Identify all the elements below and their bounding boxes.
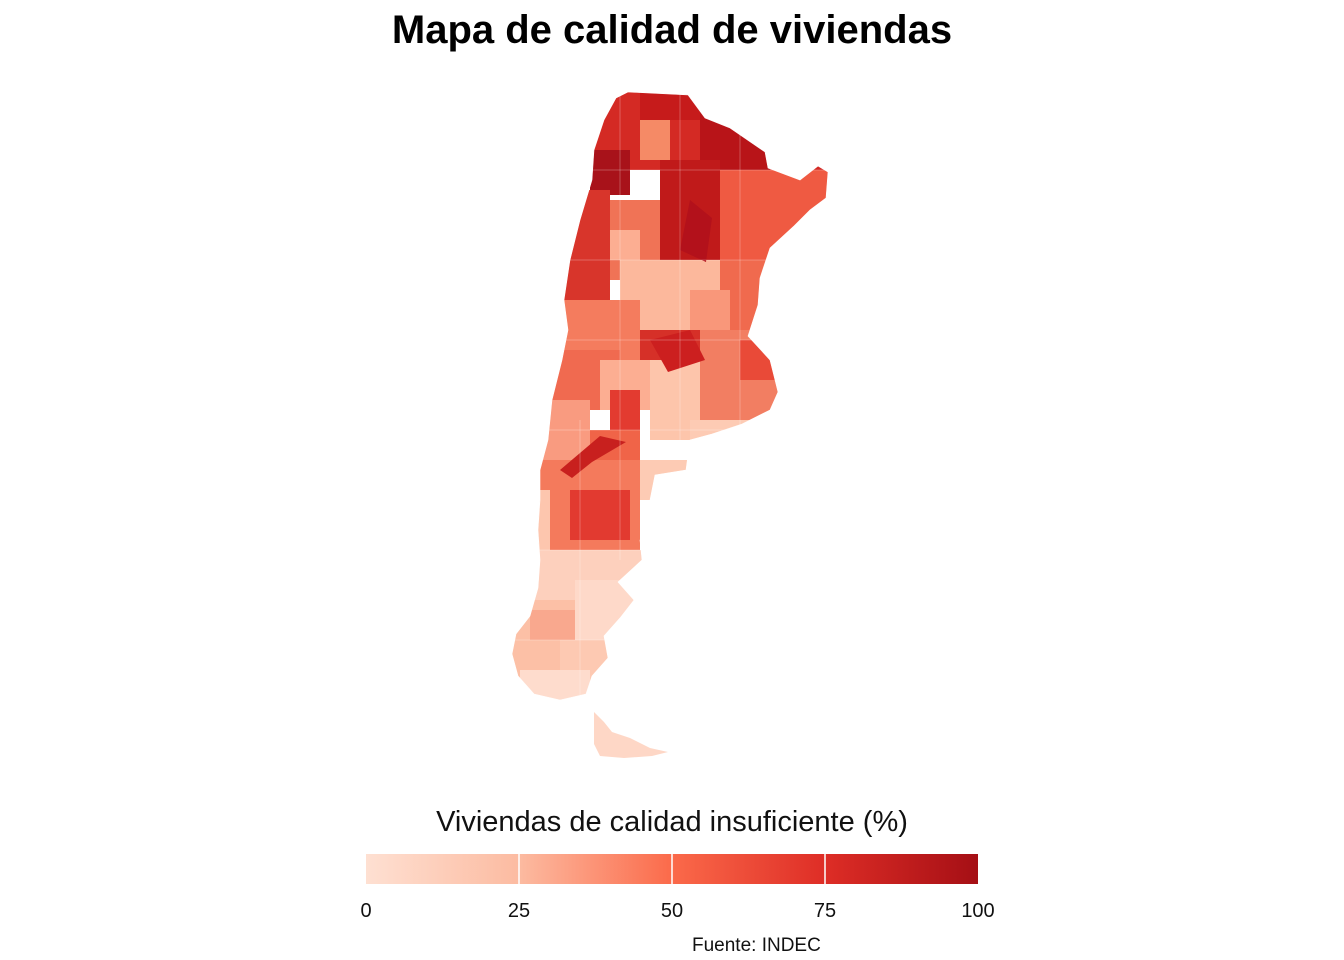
- source-caption: Fuente: INDEC: [692, 935, 821, 956]
- mainland-regions: [512, 92, 828, 700]
- legend-title: Viviendas de calidad insuficiente (%): [436, 806, 908, 838]
- legend-tick-label-50: 50: [660, 900, 684, 922]
- tierra-del-fuego: [594, 712, 668, 758]
- legend-tick-marks: [518, 854, 826, 884]
- legend-tick-label-100: 100: [961, 900, 995, 922]
- department-boundaries: [512, 92, 828, 700]
- legend-tick-label-25: 25: [507, 900, 531, 922]
- legend-color-bar: [366, 854, 978, 884]
- map-title: Mapa de calidad de viviendas: [391, 8, 953, 52]
- legend-tick-label-75: 75: [813, 900, 837, 922]
- legend-tick-label-0: 0: [360, 900, 372, 922]
